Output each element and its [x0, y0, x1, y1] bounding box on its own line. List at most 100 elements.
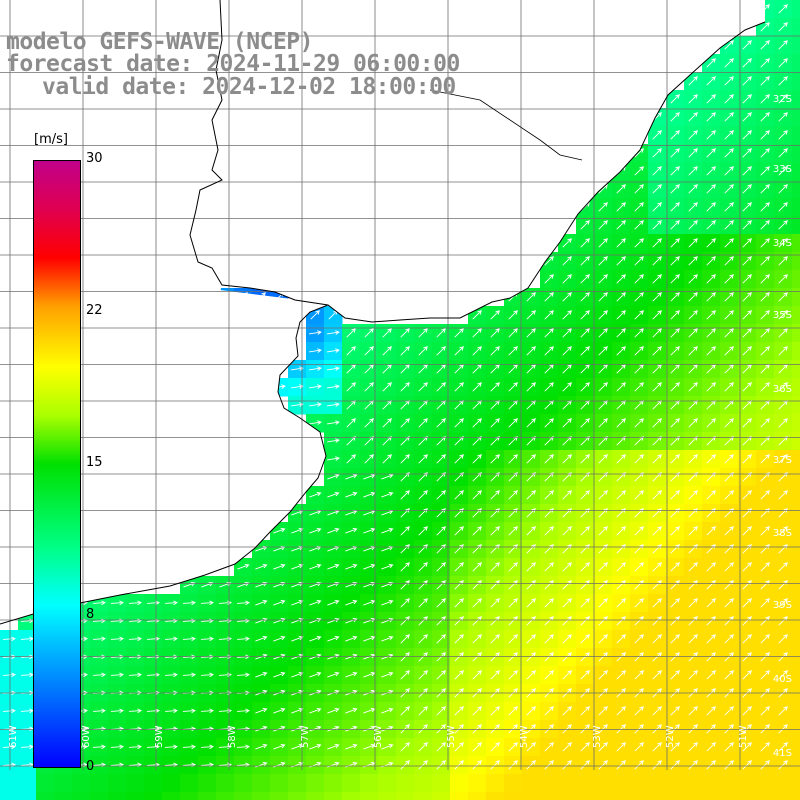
- wind-arrow: [381, 635, 394, 642]
- field-cell: [630, 792, 649, 800]
- field-cell: [0, 774, 19, 793]
- wind-arrow: [345, 725, 358, 732]
- valid-date-title: valid date: 2024-12-02 18:00:00: [42, 74, 456, 100]
- wind-arrow: [2, 636, 16, 642]
- wind-arrow: [472, 346, 482, 356]
- wind-arrow: [616, 490, 626, 500]
- wind-arrow: [760, 706, 770, 716]
- wind-arrow: [724, 148, 734, 158]
- wind-arrow: [742, 238, 752, 248]
- wind-arrow: [706, 148, 716, 158]
- wind-arrow: [508, 310, 518, 320]
- wind-arrow: [526, 346, 536, 356]
- wind-arrow: [706, 94, 716, 104]
- wind-arrow: [4, 112, 14, 122]
- wind-arrow: [166, 112, 176, 122]
- wind-arrow: [688, 634, 698, 644]
- wind-arrow: [256, 292, 266, 302]
- field-cell: [414, 774, 433, 793]
- wind-arrow: [490, 310, 500, 320]
- wind-arrow: [508, 346, 518, 356]
- wind-arrow: [472, 454, 482, 464]
- wind-arrow: [724, 94, 734, 104]
- wind-arrow: [327, 348, 340, 353]
- wind-arrow: [598, 724, 608, 734]
- wind-arrow: [327, 599, 340, 606]
- wind-arrow: [346, 382, 356, 392]
- wind-arrow: [110, 618, 124, 624]
- wind-arrow: [182, 600, 196, 606]
- wind-arrow: [291, 707, 304, 714]
- wind-arrow: [508, 328, 518, 338]
- wind-arrow: [580, 724, 590, 734]
- wind-arrow: [598, 382, 608, 392]
- wind-arrow: [94, 292, 104, 302]
- wind-arrow: [562, 760, 572, 770]
- wind-arrow: [400, 724, 410, 734]
- wind-arrow: [202, 94, 212, 104]
- wind-arrow: [184, 4, 194, 14]
- wind-arrow: [544, 256, 554, 266]
- wind-arrow: [166, 22, 176, 32]
- wind-arrow: [778, 292, 788, 302]
- wind-arrow: [130, 220, 140, 230]
- wind-arrow: [544, 490, 554, 500]
- field-cell: [450, 774, 469, 793]
- wind-arrow: [184, 58, 194, 68]
- wind-arrow: [616, 292, 626, 302]
- wind-arrow: [436, 418, 446, 428]
- wind-arrow: [778, 526, 788, 536]
- lat-label: 39S: [773, 600, 792, 611]
- wind-arrow: [652, 310, 662, 320]
- wind-arrow: [634, 760, 644, 770]
- wind-arrow: [364, 328, 374, 338]
- colorbar-tick-label: 15: [86, 455, 103, 470]
- wind-arrow: [472, 634, 482, 644]
- wind-arrow: [200, 618, 214, 624]
- wind-arrow: [20, 708, 34, 714]
- wind-arrow: [616, 706, 626, 716]
- field-cell: [558, 792, 577, 800]
- wind-arrow: [255, 671, 268, 678]
- wind-arrow: [112, 292, 122, 302]
- field-cell: [36, 792, 55, 800]
- wind-arrow: [381, 707, 394, 714]
- wind-arrow: [202, 58, 212, 68]
- wind-arrow: [706, 220, 716, 230]
- wind-arrow: [688, 346, 698, 356]
- wind-arrow: [742, 562, 752, 572]
- field-cell: [792, 306, 800, 325]
- wind-arrow: [166, 94, 176, 104]
- wind-arrow: [634, 490, 644, 500]
- wind-arrow: [760, 22, 770, 32]
- wind-arrow: [508, 634, 518, 644]
- wind-arrow: [598, 238, 608, 248]
- field-cell: [414, 792, 433, 800]
- wind-arrow: [760, 58, 770, 68]
- field-cell: [468, 792, 487, 800]
- wind-arrow: [22, 220, 32, 230]
- wind-arrow: [652, 742, 662, 752]
- wind-arrow: [291, 384, 304, 389]
- wind-arrow: [58, 148, 68, 158]
- land-argentina: [0, 0, 328, 624]
- wind-arrow: [418, 454, 428, 464]
- wind-arrow: [291, 402, 304, 407]
- wind-arrow: [688, 112, 698, 122]
- wind-arrow: [490, 454, 500, 464]
- lon-label: 51W: [738, 725, 749, 748]
- wind-arrow: [508, 490, 518, 500]
- wind-arrow: [526, 328, 536, 338]
- lon-label: 56W: [373, 725, 384, 748]
- wind-arrow: [472, 724, 482, 734]
- field-cell: [792, 504, 800, 523]
- wind-arrow: [345, 653, 358, 660]
- wind-arrow: [22, 184, 32, 194]
- wind-arrow: [670, 652, 680, 662]
- wind-arrow: [418, 382, 428, 392]
- wind-arrow: [562, 670, 572, 680]
- wind-arrow: [778, 706, 788, 716]
- wind-arrow: [724, 76, 734, 86]
- wind-arrow: [760, 130, 770, 140]
- field-cell: [792, 576, 800, 595]
